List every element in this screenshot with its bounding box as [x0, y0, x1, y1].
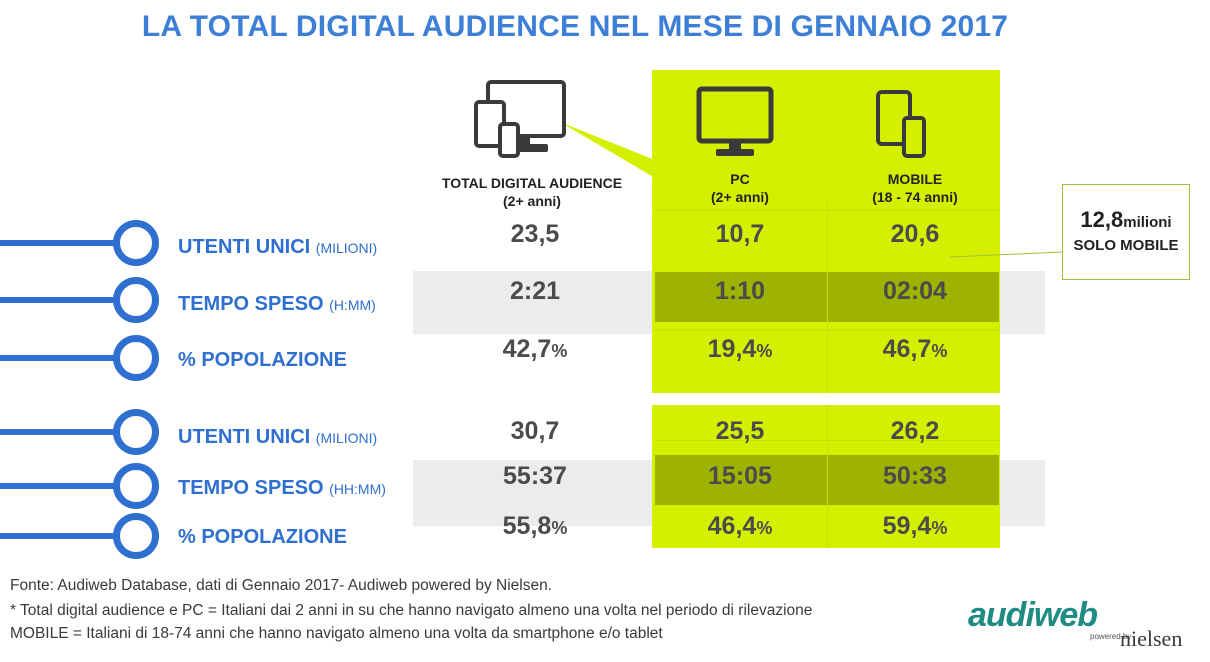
callout-value: 12,8	[1080, 207, 1124, 232]
footer-source: Fonte: Audiweb Database, dati di Gennaio…	[10, 577, 552, 594]
mobile-devices-icon	[876, 90, 926, 158]
footer-note-mobile: MOBILE = Italiani di 18-74 anni che hann…	[10, 625, 663, 642]
column-divider-top	[827, 200, 828, 393]
value-utenti-mobile-1: 20,6	[890, 220, 940, 248]
percent-sign: %	[756, 341, 773, 361]
percent-sign: %	[551, 518, 568, 538]
row-label-utenti-1-unit: (MILIONI)	[315, 240, 378, 256]
value-tempo-mobile-2: 50:33	[883, 462, 947, 490]
nielsen-logo: nielsen	[1120, 626, 1183, 651]
value-utenti-pc-1: 10,7	[715, 220, 765, 248]
value-popolazione-total-2-number: 55,8	[502, 512, 552, 540]
row-label-popolazione-1: % POPOLAZIONE	[178, 349, 347, 372]
value-popolazione-mobile-2: 59,4%	[840, 512, 990, 541]
green-panel-top	[652, 70, 1000, 393]
row-label-tempo-1-text: TEMPO SPESO	[178, 293, 324, 315]
value-popolazione-mobile-1-number: 46,7	[882, 335, 932, 363]
percent-sign: %	[756, 518, 773, 538]
solo-mobile-callout: 12,8milioni SOLO MOBILE	[1062, 184, 1190, 280]
column-header-total-sub: (2+ anni)	[503, 193, 561, 209]
row-divider-2	[655, 330, 999, 331]
value-tempo-pc-1: 1:10	[714, 277, 766, 305]
row-label-tempo-1: TEMPO SPESO (H:MM)	[178, 293, 376, 316]
column-header-pc: PC (2+ anni)	[680, 170, 800, 206]
row-bullet-ring-4	[113, 409, 159, 455]
powered-by-label: powered by	[1090, 632, 1132, 641]
row-label-tempo-2-text: TEMPO SPESO	[178, 477, 324, 499]
column-header-pc-name: PC	[730, 171, 750, 187]
row-label-utenti-2-unit: (MILIONI)	[315, 430, 378, 446]
row-bullet-ring-3	[113, 335, 159, 381]
column-header-pc-sub: (2+ anni)	[711, 189, 769, 205]
row-bullet-line-1	[0, 240, 120, 246]
percent-sign: %	[931, 518, 948, 538]
value-popolazione-pc-2: 46,4%	[665, 512, 815, 541]
value-utenti-total-1: 23,5	[510, 220, 560, 248]
row-bullet-ring-2	[113, 277, 159, 323]
row-bullet-line-3	[0, 355, 120, 361]
column-header-mobile-sub: (18 - 74 anni)	[872, 189, 958, 205]
value-popolazione-mobile-2-number: 59,4	[882, 512, 932, 540]
value-tempo-total-2: 55:37	[503, 462, 567, 490]
row-label-utenti-1-text: UTENTI UNICI	[178, 236, 311, 258]
row-bullet-line-4	[0, 429, 120, 435]
row-label-popolazione-2: % POPOLAZIONE	[178, 526, 347, 549]
value-utenti-total-2: 30,7	[510, 417, 560, 445]
value-popolazione-total-2: 55,8%	[460, 512, 610, 541]
column-header-mobile-name: MOBILE	[887, 171, 943, 187]
row-label-popolazione-1-text: % POPOLAZIONE	[178, 349, 347, 371]
value-utenti-mobile-2: 26,2	[890, 417, 940, 445]
value-popolazione-pc-1: 19,4%	[665, 335, 815, 364]
column-header-total: TOTAL DIGITAL AUDIENCE (2+ anni)	[432, 174, 632, 210]
row-bullet-line-6	[0, 533, 120, 539]
callout-unit: milioni	[1123, 214, 1172, 231]
column-header-mobile: MOBILE (18 - 74 anni)	[845, 170, 985, 206]
row-divider-1	[655, 210, 999, 211]
pc-monitor-icon	[696, 86, 774, 156]
row-label-utenti-2-text: UTENTI UNICI	[178, 426, 311, 448]
value-popolazione-total-1: 42,7%	[460, 335, 610, 364]
callout-connector	[950, 251, 1064, 258]
row-label-tempo-2: TEMPO SPESO (HH:MM)	[178, 477, 386, 500]
row-label-utenti-2: UTENTI UNICI (MILIONI)	[178, 426, 377, 449]
value-utenti-pc-2: 25,5	[715, 417, 765, 445]
column-divider-bottom	[827, 405, 828, 548]
row-label-tempo-2-unit: (HH:MM)	[329, 481, 386, 497]
column-header-total-name: TOTAL DIGITAL AUDIENCE	[441, 175, 623, 191]
value-tempo-total-1: 2:21	[509, 277, 561, 305]
value-popolazione-total-1-number: 42,7	[502, 335, 552, 363]
row-label-utenti-1: UTENTI UNICI (MILIONI)	[178, 236, 377, 259]
page-title: LA TOTAL DIGITAL AUDIENCE NEL MESE DI GE…	[141, 10, 1009, 43]
devices-icon	[474, 80, 566, 158]
row-bullet-ring-5	[113, 463, 159, 509]
value-tempo-pc-2: 15:05	[708, 462, 772, 490]
row-bullet-line-5	[0, 483, 120, 489]
row-bullet-ring-1	[113, 220, 159, 266]
row-bullet-line-2	[0, 297, 120, 303]
row-label-popolazione-2-text: % POPOLAZIONE	[178, 526, 347, 548]
callout-text: SOLO MOBILE	[1073, 237, 1179, 254]
value-popolazione-pc-1-number: 19,4	[707, 335, 757, 363]
row-divider-3	[655, 440, 999, 441]
row-bullet-ring-6	[113, 513, 159, 559]
footer-note-total: * Total digital audience e PC = Italiani…	[10, 602, 813, 619]
value-tempo-mobile-1: 02:04	[883, 277, 947, 305]
audiweb-logo: audiweb	[968, 596, 1098, 634]
value-popolazione-pc-2-number: 46,4	[707, 512, 757, 540]
callout-pointer	[560, 122, 655, 178]
percent-sign: %	[931, 341, 948, 361]
row-label-tempo-1-unit: (H:MM)	[329, 297, 376, 313]
value-popolazione-mobile-1: 46,7%	[840, 335, 990, 364]
percent-sign: %	[551, 341, 568, 361]
